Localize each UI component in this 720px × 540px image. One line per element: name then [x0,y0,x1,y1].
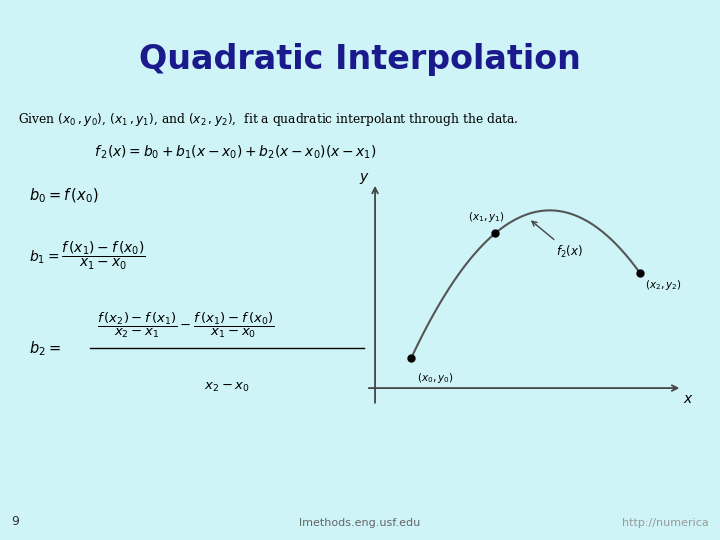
Text: $y$: $y$ [359,171,370,186]
Text: $x_2 - x_0$: $x_2 - x_0$ [204,381,250,394]
Text: lmethods.eng.usf.edu: lmethods.eng.usf.edu [300,518,420,528]
Text: $b_2 =$: $b_2 =$ [29,339,60,357]
Text: $(x_2, y_2)$: $(x_2, y_2)$ [644,278,681,292]
Text: http://numerica: http://numerica [623,518,709,528]
Text: $(x_1, y_1)$: $(x_1, y_1)$ [468,210,505,224]
Text: $\dfrac{f\,(x_2) - f\,(x_1)}{x_2 - x_1} - \dfrac{f\,(x_1) - f\,(x_0)}{x_1 - x_0}: $\dfrac{f\,(x_2) - f\,(x_1)}{x_2 - x_1} … [97,310,274,340]
Text: $f_2(x)$: $f_2(x)$ [532,221,582,260]
Text: $(x_0, y_0)$: $(x_0, y_0)$ [417,370,454,384]
Text: $f_{\,2}(x) = b_0 + b_1(x - x_0) + b_2(x - x_0)(x - x_1)$: $f_{\,2}(x) = b_0 + b_1(x - x_0) + b_2(x… [94,143,377,160]
Text: Given $(x_0\,,y_0)$, $(x_1\,,y_1)$, and $(x_2\,,y_2)$,  fit a quadratic interpol: Given $(x_0\,,y_0)$, $(x_1\,,y_1)$, and … [18,111,518,127]
Text: 9: 9 [11,515,19,528]
Text: Quadratic Interpolation: Quadratic Interpolation [139,43,581,76]
Text: $x$: $x$ [683,393,693,406]
Text: $b_0 = f\,(x_0)$: $b_0 = f\,(x_0)$ [29,186,98,205]
Text: $b_1 = \dfrac{f\,(x_1) - f\,(x_0)}{x_1 - x_0}$: $b_1 = \dfrac{f\,(x_1) - f\,(x_0)}{x_1 -… [29,240,145,273]
